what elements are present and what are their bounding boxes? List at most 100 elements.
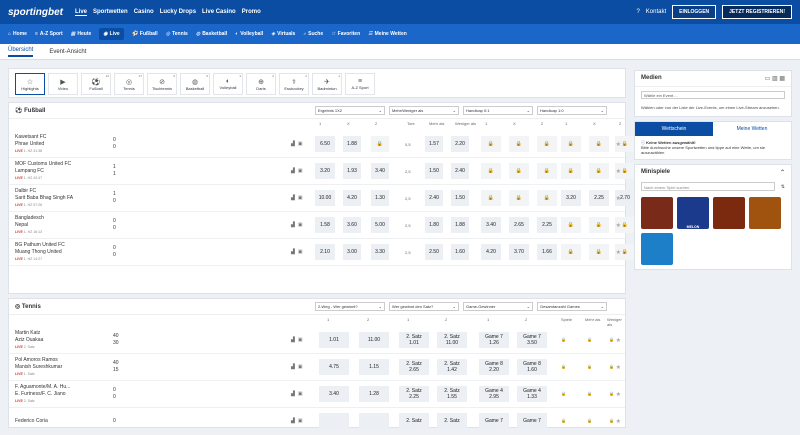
odds-button[interactable]: 1.30 [371, 190, 389, 206]
odds-button[interactable]: 2.40 [425, 190, 443, 206]
tennis-market-select-1[interactable]: 2-Weg - Wer gewinnt? ⌄ [315, 302, 385, 311]
match-teams[interactable]: BG Pathum United FC Muang Thong United LIV… [15, 242, 105, 263]
odds-button[interactable]: 2.65 [509, 217, 529, 233]
odds-button[interactable]: 1.01 [319, 332, 349, 348]
tab-event-ansicht[interactable]: Event-Ansicht [49, 48, 87, 55]
football-market-select-2[interactable]: Mehr/Weniger als ⌄ [389, 106, 459, 115]
odds-button[interactable]: 2.50 [425, 244, 443, 260]
favorite-star-icon[interactable]: ★ [615, 364, 621, 371]
kontakt-link[interactable]: Kontakt [645, 9, 667, 15]
tv-icon[interactable]: ▣ [297, 222, 303, 228]
topnav-live-casino[interactable]: Live Casino [202, 8, 236, 15]
stats-icon[interactable]: ▟ [291, 249, 295, 255]
odds-button[interactable]: Game 7 3.50 [517, 332, 547, 348]
tennis-market-select-2[interactable]: Wer gewinnt den Satz? ⌄ [389, 302, 459, 311]
category-highlights[interactable]: ☆ Highlights [15, 73, 45, 95]
football-market-select-1[interactable]: Ergebnis 1X2 ⌄ [315, 106, 385, 115]
odds-button[interactable]: 3.30 [371, 244, 389, 260]
subnav-heute[interactable]: ▦ Heute [71, 31, 92, 37]
favorite-star-icon[interactable]: ★ [615, 168, 621, 175]
tennis-market-select-3[interactable]: Game-Gewinner ⌄ [463, 302, 533, 311]
football-market-select-4[interactable]: Handicap 1:0 ⌄ [537, 106, 607, 115]
odds-button[interactable]: 2.10 [315, 244, 335, 260]
match-players[interactable]: Federico Coria [15, 418, 105, 425]
odds-button[interactable]: 1.88 [451, 217, 469, 233]
category-badminton[interactable]: ✈ Badminton 1 [312, 73, 342, 95]
tv-icon[interactable]: ▣ [297, 391, 303, 397]
stats-icon[interactable]: ▟ [291, 141, 295, 147]
odds-button[interactable]: 2.25 [589, 190, 609, 206]
odds-button[interactable]: 2. Satz [399, 413, 429, 429]
stats-icon[interactable]: ▟ [291, 391, 295, 397]
tv-icon[interactable]: ▣ [297, 195, 303, 201]
tab-meine-wetten[interactable]: Meine Wetten [713, 122, 791, 136]
favorite-star-icon[interactable]: ★ [615, 249, 621, 256]
tv-icon[interactable]: ▣ [297, 249, 303, 255]
media-event-select[interactable]: Wähle ein Event ... [641, 91, 785, 99]
category-tennis[interactable]: ◎ Tennis 27 [114, 73, 144, 95]
chevron-up-icon[interactable]: ⌃ [779, 170, 785, 176]
subnav-tennis[interactable]: ◎ Tennis [166, 31, 188, 37]
odds-button[interactable]: 1.50 [451, 190, 469, 206]
odds-button[interactable]: 2. Satz 2.65 [399, 359, 429, 375]
stats-icon[interactable]: ▟ [291, 222, 295, 228]
tab-uebersicht[interactable]: Übersicht [8, 47, 34, 57]
stats-icon[interactable]: ▟ [291, 195, 295, 201]
odds-button[interactable]: 3.70 [509, 244, 529, 260]
odds-button[interactable]: Game 8 2.20 [479, 359, 509, 375]
odds-button[interactable]: 4.75 [319, 359, 349, 375]
match-teams[interactable]: Kawetsant FC Phrae United LIVE 1. HZ 41:38 [15, 134, 105, 155]
odds-button[interactable]: 2.40 [451, 163, 469, 179]
stats-icon[interactable]: ▟ [291, 418, 295, 424]
match-players[interactable]: F. Aguamonte/M. A. Hu... E. Furtness/F. C… [15, 384, 105, 405]
favorite-star-icon[interactable]: ★ [615, 141, 621, 148]
sort-icon[interactable]: ⇅ [780, 183, 785, 190]
odds-button[interactable]: Game 7 1.26 [479, 332, 509, 348]
odds-button[interactable]: 2. Satz 2.25 [399, 386, 429, 402]
odds-button[interactable] [359, 413, 389, 429]
topnav-casino[interactable]: Casino [133, 8, 154, 15]
odds-button[interactable]: 1.88 [343, 136, 361, 152]
match-players[interactable]: Pol Amoros Ramos Manish Sureshkumar LIVE 1… [15, 357, 105, 378]
tennis-market-select-4[interactable]: Gesamtanzahl Games ⌄ [537, 302, 607, 311]
odds-button[interactable]: 11.00 [359, 332, 389, 348]
odds-button[interactable]: 3.40 [481, 217, 501, 233]
category-azsport[interactable]: ≡ A-Z Sport [345, 73, 375, 95]
odds-button[interactable]: 2.70 [615, 190, 635, 206]
topnav-sportwetten[interactable]: Sportwetten [93, 8, 128, 15]
category-basketball[interactable]: ◍ Basketball 6 [180, 73, 210, 95]
help-icon[interactable]: ? [636, 9, 640, 15]
subnav-basketball[interactable]: ◍ Basketball [196, 31, 227, 37]
subnav-fussball[interactable]: ⚽ Fußball [132, 31, 158, 37]
category-esshockey[interactable]: ⚕ Esshockey 2 [279, 73, 309, 95]
minigame-tile[interactable] [641, 197, 673, 229]
minigames-search-input[interactable]: Nach einem Spiel suchen [641, 182, 775, 191]
subnav-volleyball[interactable]: ◐ Volleyball [235, 31, 263, 37]
subnav-home[interactable]: ⌂ Home [8, 31, 27, 37]
odds-button[interactable]: 1.50 [425, 163, 443, 179]
odds-button[interactable]: Game 7 [517, 413, 547, 429]
odds-button[interactable]: 2. Satz 1.42 [437, 359, 467, 375]
odds-button[interactable]: 1.80 [425, 217, 443, 233]
subnav-az[interactable]: ≡ A-Z Sport [35, 31, 63, 37]
odds-button[interactable]: 3.60 [343, 217, 361, 233]
favorite-star-icon[interactable]: ★ [615, 391, 621, 398]
category-fuball[interactable]: ⚽ Fußball 10 [81, 73, 111, 95]
odds-button[interactable]: 6.50 [315, 136, 335, 152]
tv-icon[interactable]: ▣ [297, 168, 303, 174]
topnav-live[interactable]: Live [75, 8, 88, 16]
odds-button[interactable]: 4.20 [343, 190, 361, 206]
category-volleyball[interactable]: ◐ Volleyball 3 [213, 73, 243, 95]
odds-button[interactable]: 2. Satz 11.00 [437, 332, 467, 348]
odds-button[interactable]: 2. Satz 1.01 [399, 332, 429, 348]
tv-icon[interactable]: ▣ [297, 337, 303, 343]
category-video[interactable]: ▶ Video [48, 73, 78, 95]
odds-button[interactable]: 2. Satz [437, 413, 467, 429]
topnav-promo[interactable]: Promo [241, 8, 261, 15]
odds-button[interactable]: 2.20 [451, 136, 469, 152]
odds-button[interactable]: Game 7 [479, 413, 509, 429]
brand-logo[interactable]: sportingbet [8, 6, 63, 18]
minigame-tile[interactable]: MELON [677, 197, 709, 229]
odds-button[interactable]: 1.58 [315, 217, 335, 233]
odds-button[interactable]: 3.20 [561, 190, 581, 206]
